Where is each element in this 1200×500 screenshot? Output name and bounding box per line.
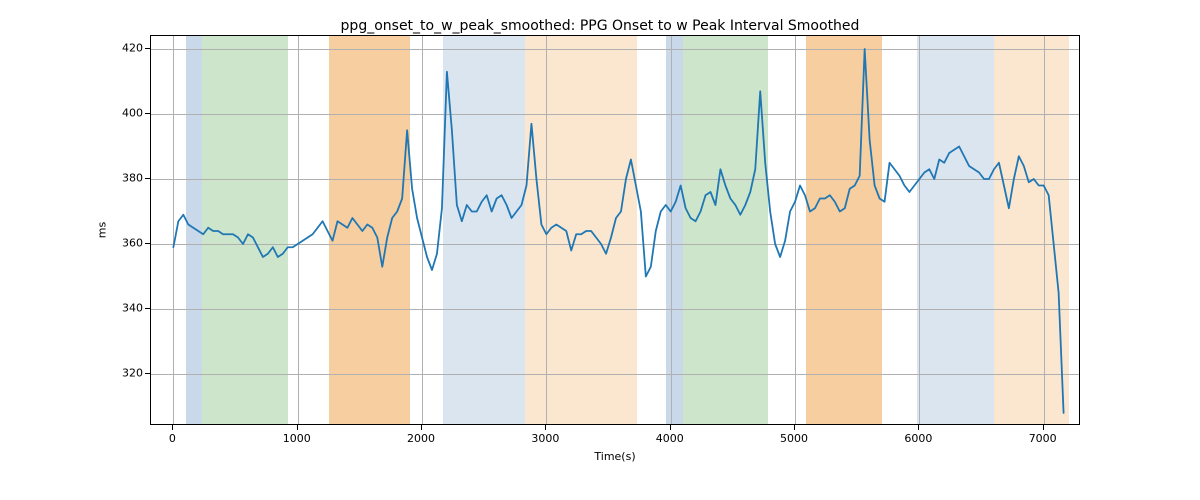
y-tick-label: 340 [115, 302, 143, 315]
x-tick-mark [1043, 425, 1044, 430]
x-tick-label: 5000 [780, 432, 808, 445]
x-axis-label: Time(s) [594, 450, 635, 463]
x-tick-label: 0 [169, 432, 176, 445]
x-tick-mark [794, 425, 795, 430]
x-tick-label: 1000 [283, 432, 311, 445]
x-tick-label: 6000 [904, 432, 932, 445]
x-tick-mark [297, 425, 298, 430]
x-tick-label: 7000 [1029, 432, 1057, 445]
y-tick-mark [145, 48, 150, 49]
chart-title: ppg_onset_to_w_peak_smoothed: PPG Onset … [0, 18, 1200, 34]
x-tick-mark [421, 425, 422, 430]
y-tick-mark [145, 113, 150, 114]
plot-area [150, 35, 1080, 425]
y-tick-label: 400 [115, 107, 143, 120]
y-axis-label: ms [96, 222, 109, 238]
data-line [173, 49, 1063, 413]
x-tick-mark [172, 425, 173, 430]
x-tick-label: 4000 [656, 432, 684, 445]
x-tick-mark [545, 425, 546, 430]
x-tick-label: 2000 [407, 432, 435, 445]
y-tick-label: 360 [115, 237, 143, 250]
y-tick-label: 380 [115, 172, 143, 185]
x-tick-label: 3000 [531, 432, 559, 445]
y-tick-label: 320 [115, 367, 143, 380]
chart-container: ppg_onset_to_w_peak_smoothed: PPG Onset … [0, 0, 1200, 500]
y-tick-mark [145, 373, 150, 374]
y-tick-mark [145, 243, 150, 244]
line-series [151, 36, 1080, 425]
y-tick-label: 420 [115, 42, 143, 55]
y-tick-mark [145, 178, 150, 179]
y-tick-mark [145, 308, 150, 309]
x-tick-mark [670, 425, 671, 430]
x-tick-mark [918, 425, 919, 430]
